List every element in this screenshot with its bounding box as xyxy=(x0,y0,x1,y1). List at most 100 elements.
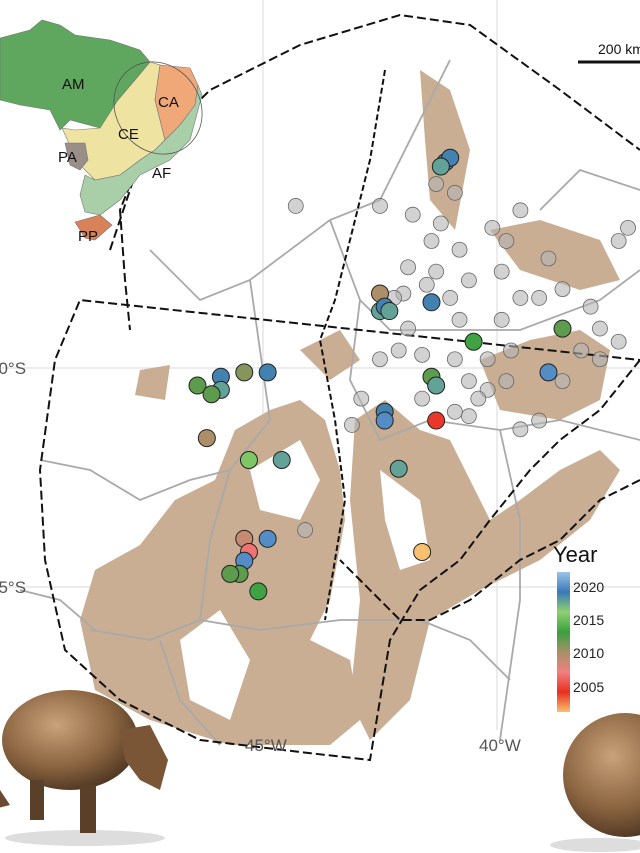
record-point-undated xyxy=(461,408,477,425)
record-point-undated xyxy=(451,311,468,328)
axis-label-15s: 15°S xyxy=(0,578,26,597)
inset-biome-pa xyxy=(64,142,89,171)
record-point-2019 xyxy=(258,363,277,382)
record-point-undated xyxy=(498,373,515,390)
record-point-2006 xyxy=(427,411,446,430)
record-point-2020 xyxy=(539,363,558,382)
record-point-undated xyxy=(531,290,548,306)
record-point-undated xyxy=(540,250,557,267)
record-point-2012 xyxy=(235,363,254,382)
record-point-undated xyxy=(432,215,449,232)
record-point-undated xyxy=(592,320,608,337)
record-point-undated xyxy=(400,320,416,337)
record-point-undated xyxy=(461,373,477,390)
record-point-undated xyxy=(372,198,388,214)
record-point-undated xyxy=(372,351,388,368)
scale-bar: 200 km xyxy=(578,41,640,64)
record-point-undated xyxy=(573,342,590,359)
record-point-2013 xyxy=(188,376,207,395)
legend-tick-2005: 2005 xyxy=(573,679,604,695)
inset-label-af: AF xyxy=(152,165,171,182)
record-point-2013 xyxy=(553,319,572,338)
record-point-undated xyxy=(484,219,501,236)
record-point-undated xyxy=(512,290,529,306)
record-point-undated xyxy=(344,417,360,433)
legend-colorbar xyxy=(557,572,570,712)
record-point-2020 xyxy=(375,411,394,430)
record-point-undated xyxy=(423,233,440,249)
axis-label-40w: 40°W xyxy=(479,736,521,755)
record-point-undated xyxy=(493,311,510,328)
record-point-undated xyxy=(428,263,445,280)
record-point-2018 xyxy=(380,302,399,321)
record-point-undated xyxy=(418,276,435,293)
inset-label-ca: CA xyxy=(158,94,179,111)
record-point-undated xyxy=(498,233,515,249)
inset-label-pa: PA xyxy=(58,149,77,166)
record-point-2014 xyxy=(249,582,268,601)
inset-label-am: AM xyxy=(62,76,85,93)
armadillo-ball-illustration xyxy=(550,713,640,852)
terrain-gaps xyxy=(180,440,430,720)
record-point-undated xyxy=(414,390,431,407)
armadillo-walking-illustration xyxy=(0,690,168,846)
record-point-undated xyxy=(461,272,477,289)
record-point-undated xyxy=(442,290,459,306)
record-point-2018 xyxy=(389,459,408,478)
record-point-undated xyxy=(620,219,636,236)
record-point-undated xyxy=(503,342,519,359)
record-point-2018 xyxy=(431,157,450,176)
inset-label-pp: PP xyxy=(78,228,98,245)
record-point-undated xyxy=(592,351,608,368)
record-point-2016 xyxy=(239,450,258,469)
record-point-undated xyxy=(451,241,468,258)
record-point-undated xyxy=(414,346,431,363)
record-point-undated xyxy=(428,176,445,192)
record-point-2011 xyxy=(197,429,216,448)
record-point-undated xyxy=(512,421,529,438)
record-point-undated xyxy=(446,351,463,368)
record-point-undated xyxy=(353,390,370,407)
record-point-undated xyxy=(390,342,407,359)
record-point-2018 xyxy=(427,376,446,395)
legend-tick-2010: 2010 xyxy=(573,645,604,661)
legend-title: Year xyxy=(553,542,597,567)
legend-tick-2015: 2015 xyxy=(573,612,604,628)
record-point-undated xyxy=(610,333,627,350)
record-point-undated xyxy=(470,390,487,407)
record-point-undated xyxy=(400,259,416,276)
record-point-undated xyxy=(287,198,304,214)
record-point-undated xyxy=(531,412,548,429)
record-point-2020 xyxy=(258,529,277,548)
inset-study-area-outline xyxy=(113,61,203,155)
records-dated xyxy=(188,148,572,601)
record-point-undated xyxy=(582,298,599,315)
record-point-2003 xyxy=(413,542,432,561)
record-point-2013 xyxy=(221,564,240,583)
inset-biome-pp xyxy=(74,214,113,241)
record-point-undated xyxy=(610,233,627,249)
year-legend: Year 2020 2015 2010 2005 xyxy=(553,542,604,712)
record-point-undated xyxy=(446,184,463,201)
record-point-undated xyxy=(554,281,571,298)
record-point-undated xyxy=(404,206,421,223)
records-undated xyxy=(287,176,636,538)
record-point-undated xyxy=(493,263,510,280)
record-point-undated xyxy=(297,522,314,538)
scale-bar-label: 200 km xyxy=(598,41,640,57)
record-point-2019 xyxy=(422,293,441,312)
inset-map-brazil xyxy=(0,19,203,241)
record-point-2018 xyxy=(272,450,291,469)
axis-label-45w: 45°W xyxy=(245,736,287,755)
record-point-undated xyxy=(512,202,529,219)
record-point-2014 xyxy=(464,332,483,351)
record-point-undated xyxy=(554,373,571,390)
axis-label-10s: 10°S xyxy=(0,359,26,378)
record-point-2013 xyxy=(202,385,221,404)
legend-tick-2020: 2020 xyxy=(573,579,604,595)
inset-label-ce: CE xyxy=(118,126,139,143)
record-point-undated xyxy=(479,351,496,368)
inset-biome-af xyxy=(79,83,203,216)
record-point-undated xyxy=(446,403,463,420)
